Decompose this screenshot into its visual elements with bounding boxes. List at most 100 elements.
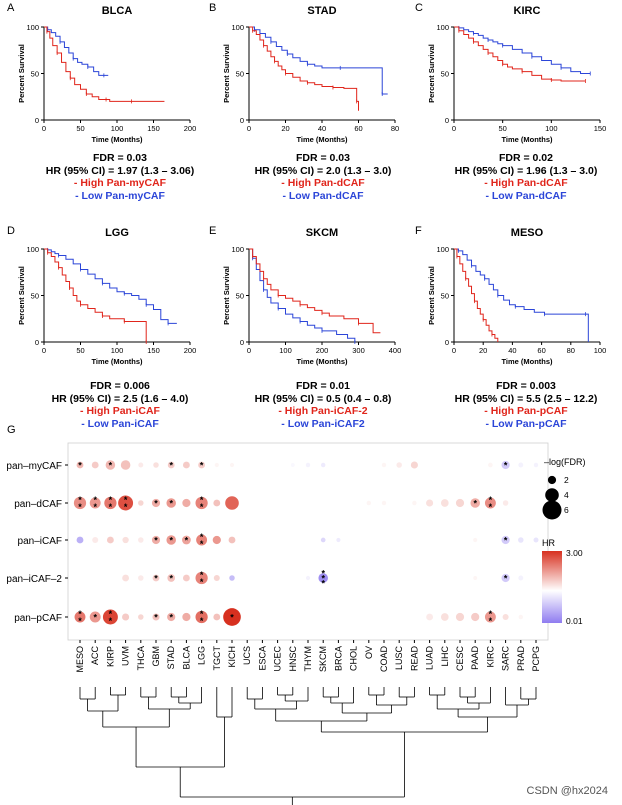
stat-block-kirc: FDR = 0.02 HR (95% CI) = 1.96 (1.3 – 3.0…: [436, 152, 616, 202]
bubble-point: [473, 537, 478, 543]
y-axis-label: Percent Survival: [427, 44, 436, 103]
bubble-point: [382, 576, 386, 580]
high-legend: - High Pan-myCAF: [73, 177, 167, 189]
row-label: pan–iCAF–2: [6, 574, 62, 585]
bubble-point: [382, 538, 386, 542]
size-legend-dot: [542, 500, 562, 520]
bubble-point: [306, 615, 310, 619]
bubble-point: [458, 576, 462, 580]
bubble-point: [182, 461, 190, 469]
significance-star: *: [504, 574, 508, 584]
bubble-point: [427, 463, 432, 467]
color-legend-title: HR: [542, 538, 555, 548]
column-label: THYM: [303, 646, 313, 672]
bubble-point: [351, 501, 356, 505]
color-legend-max: 3.00: [566, 548, 583, 558]
column-label: CESC: [455, 646, 465, 672]
x-axis-label: Time (Months): [91, 357, 143, 366]
significance-star: *: [504, 461, 508, 471]
bubble-point: [245, 615, 250, 619]
column-label: PCPG: [531, 646, 541, 672]
bubble-point: [397, 615, 402, 619]
bubble-point: [366, 615, 371, 619]
bubble-point: [366, 576, 371, 580]
bubble-point: [260, 538, 265, 542]
y-tick-label: 100: [26, 245, 39, 254]
x-axis-label: Time (Months): [296, 357, 348, 366]
bubble-point: [410, 461, 418, 469]
stat-block-lgg: FDR = 0.006 HR (95% CI) = 2.5 (1.6 – 4.0…: [30, 380, 210, 430]
x-tick-label: 0: [42, 124, 46, 133]
bubble-point: [305, 462, 311, 468]
bubble-point: [412, 538, 417, 542]
bubble-point: [501, 460, 510, 470]
x-tick-label: 20: [281, 124, 289, 133]
bubble-point: [225, 496, 239, 510]
bubble-point: [152, 574, 160, 582]
plot-title: LGG: [105, 227, 129, 239]
column-label: PAAD: [470, 646, 480, 670]
significance-star: *: [200, 577, 204, 587]
low-legend: - Low Pan-iCAF2: [281, 417, 365, 430]
fdr-text: FDR = 0.03: [93, 152, 147, 164]
bubble-point: [93, 576, 98, 580]
column-label: LUAD: [425, 646, 435, 671]
significance-star: *: [169, 574, 173, 584]
significance-star: *: [489, 495, 493, 505]
fdr-text: FDR = 0.02: [499, 152, 553, 164]
bubble-point: [182, 612, 191, 622]
y-tick-label: 100: [26, 23, 39, 32]
x-tick-label: 0: [452, 346, 456, 355]
y-tick-label: 0: [445, 116, 449, 125]
bubble-point: [228, 536, 236, 544]
color-legend-bar: [542, 551, 562, 623]
bubble-point: [223, 608, 241, 626]
y-tick-label: 0: [240, 338, 244, 347]
x-axis-label: Time (Months): [501, 357, 553, 366]
high-survival-curve: [249, 248, 381, 334]
high-survival-curve: [454, 248, 499, 342]
bubble-point: [534, 615, 538, 619]
low-legend: - Low Pan-dCAF: [485, 189, 567, 202]
panel-letter-a: A: [7, 2, 15, 14]
significance-star: *: [124, 502, 128, 512]
significance-star: *: [109, 502, 113, 512]
hr-text: HR (95% CI) = 1.96 (1.3 – 3.0): [454, 164, 598, 177]
low-survival-curve: [249, 248, 356, 342]
bubble-point: [336, 501, 341, 505]
row-label: pan–dCAF: [14, 499, 62, 510]
bubble-point: [91, 461, 99, 469]
bubble-point: [458, 463, 462, 467]
bubble-point: [440, 613, 449, 621]
column-label: UVM: [121, 646, 131, 666]
column-label: MESO: [75, 646, 85, 673]
column-label: ACC: [90, 646, 100, 666]
significance-star: *: [200, 532, 204, 542]
y-axis-label: Percent Survival: [222, 266, 231, 325]
bubble-point: [195, 571, 208, 585]
fdr-text: FDR = 0.006: [90, 380, 150, 392]
bubble-point: [78, 576, 82, 580]
bubble-point: [245, 463, 250, 467]
x-tick-label: 20: [479, 346, 487, 355]
x-tick-label: 100: [594, 346, 607, 355]
hr-text: HR (95% CI) = 0.5 (0.4 – 0.8): [254, 392, 392, 405]
size-legend-label: 6: [564, 505, 569, 515]
y-tick-label: 0: [35, 116, 39, 125]
bubble-point: [484, 497, 496, 509]
bubble-point: [290, 501, 295, 505]
x-axis-label: Time (Months): [501, 135, 553, 144]
y-axis-label: Percent Survival: [222, 44, 231, 103]
significance-star: *: [504, 536, 508, 546]
bubble-point: [74, 611, 86, 623]
panel-letter-f: F: [415, 225, 422, 237]
bubble-point: [412, 615, 417, 619]
significance-star: *: [489, 609, 493, 619]
bubble-point: [442, 463, 447, 467]
significance-star: *: [169, 499, 173, 509]
x-tick-label: 60: [354, 124, 362, 133]
bubble-point: [473, 463, 478, 467]
x-tick-label: 100: [111, 346, 124, 355]
significance-star: *: [109, 609, 113, 619]
significance-star: *: [109, 461, 113, 471]
